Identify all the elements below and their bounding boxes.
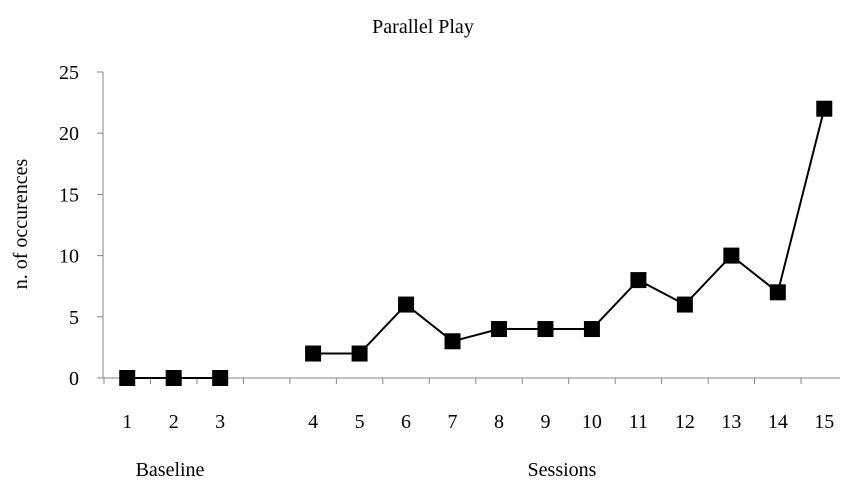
y-tick-label: 20: [59, 123, 79, 145]
chart-title: Parallel Play: [372, 16, 474, 38]
group-label-sessions: Sessions: [528, 459, 597, 481]
x-tick-label: 4: [308, 411, 318, 433]
data-point-marker: [723, 247, 740, 264]
data-point-marker: [165, 370, 182, 386]
y-tick-label: 25: [59, 62, 79, 84]
x-tick-label: 7: [448, 411, 458, 433]
group-label-baseline: Baseline: [136, 459, 205, 481]
x-tick-label: 5: [355, 411, 365, 433]
x-tick-label: 10: [582, 411, 602, 433]
x-tick-label: 13: [721, 411, 741, 433]
x-tick-label: 11: [629, 411, 648, 433]
y-axis-label: n. of occurences: [10, 159, 32, 290]
data-point-marker: [119, 370, 136, 386]
x-tick-label: 9: [540, 411, 550, 433]
data-point-marker: [630, 272, 647, 289]
x-tick-label: 6: [401, 411, 411, 433]
x-tick-label: 14: [768, 411, 788, 433]
x-tick-label: 8: [494, 411, 504, 433]
x-tick-label: 1: [122, 411, 132, 433]
data-point-marker: [212, 370, 229, 386]
series: [119, 100, 833, 386]
x-tick-label: 12: [675, 411, 695, 433]
x-tick-label: 15: [814, 411, 834, 433]
data-point-marker: [305, 345, 322, 362]
series-line-sessions: [313, 108, 826, 355]
data-point-marker: [769, 284, 786, 301]
data-point-marker: [537, 321, 554, 338]
data-point-marker: [490, 321, 507, 338]
data-point-marker: [816, 100, 833, 117]
data-point-marker: [583, 321, 600, 338]
data-point-marker: [676, 296, 693, 313]
data-point-marker: [444, 333, 461, 350]
data-point-marker: [351, 345, 368, 362]
x-tick-label: 2: [169, 411, 179, 433]
data-point-marker: [398, 296, 415, 313]
x-tick-label: 3: [215, 411, 225, 433]
y-tick-label: 10: [59, 246, 79, 268]
y-tick-label: 15: [59, 184, 79, 206]
y-tick-label: 0: [69, 368, 79, 390]
y-tick-label: 5: [69, 307, 79, 329]
